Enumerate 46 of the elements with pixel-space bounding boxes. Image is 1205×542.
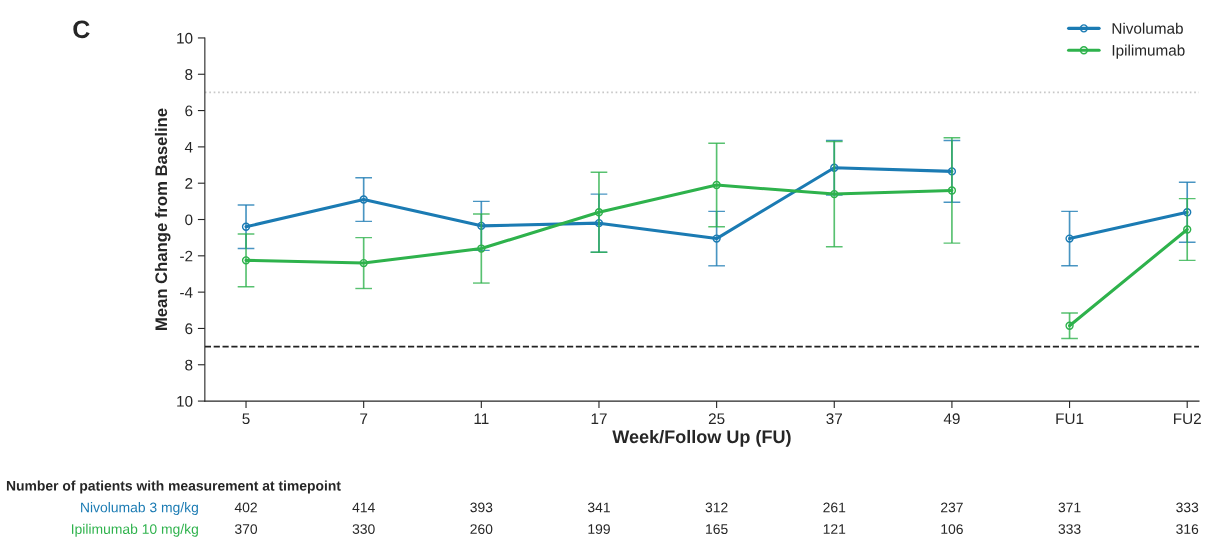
y-axis-title: Mean Change from Baseline xyxy=(154,108,171,330)
x-axis-title: Week/Follow Up (FU) xyxy=(612,429,791,447)
text: 312 xyxy=(705,502,728,513)
x-tick-label: 17 xyxy=(591,413,607,424)
text: 414 xyxy=(352,502,375,513)
text: 237 xyxy=(941,502,963,513)
text: Number of patients with measurement at timepoint xyxy=(6,480,341,494)
x-tick-label: 37 xyxy=(826,413,842,425)
y-tick-label: 8 xyxy=(185,69,193,80)
y-tick-label: 0 xyxy=(185,214,193,226)
text: 165 xyxy=(706,524,728,535)
text: 330 xyxy=(352,524,375,535)
text: 333 xyxy=(1176,502,1199,513)
text: 402 xyxy=(234,502,257,513)
y-tick-label: 8 xyxy=(185,359,193,371)
text: 333 xyxy=(1058,524,1081,535)
text: 260 xyxy=(470,524,493,535)
text: 106 xyxy=(941,524,963,535)
legend-label: Nivolumab xyxy=(1112,22,1183,34)
text: 393 xyxy=(470,502,493,513)
text: 341 xyxy=(587,502,610,513)
y-tick-label: 6 xyxy=(185,323,193,335)
x-tick-label: 7 xyxy=(360,413,368,424)
y-tick-label: -2 xyxy=(180,250,193,262)
legend-label: Ipilimumab xyxy=(1112,44,1185,59)
text: 316 xyxy=(1176,524,1199,535)
text: Ipilimumab 10 mg/kg xyxy=(71,523,198,537)
text: 371 xyxy=(1058,502,1081,513)
text: C xyxy=(73,20,90,39)
text: 199 xyxy=(588,524,610,535)
y-tick-label: 10 xyxy=(177,32,193,44)
y-tick-label: 10 xyxy=(177,395,193,407)
y-tick-label: 2 xyxy=(185,178,193,189)
x-tick-label: 5 xyxy=(242,413,250,425)
text: Nivolumab 3 mg/kg xyxy=(81,502,198,516)
text: 370 xyxy=(234,524,258,535)
x-tick-label: FU1 xyxy=(1056,413,1084,425)
y-tick-label: 4 xyxy=(184,141,193,153)
text: 121 xyxy=(823,524,846,534)
x-tick-label: 49 xyxy=(943,413,960,425)
x-tick-label: FU2 xyxy=(1174,413,1201,425)
x-tick-label: 25 xyxy=(708,413,725,425)
x-tick-label: 11 xyxy=(474,413,489,424)
text: 261 xyxy=(823,502,846,513)
y-tick-label: 6 xyxy=(185,105,193,117)
y-tick-label: -4 xyxy=(180,287,193,298)
